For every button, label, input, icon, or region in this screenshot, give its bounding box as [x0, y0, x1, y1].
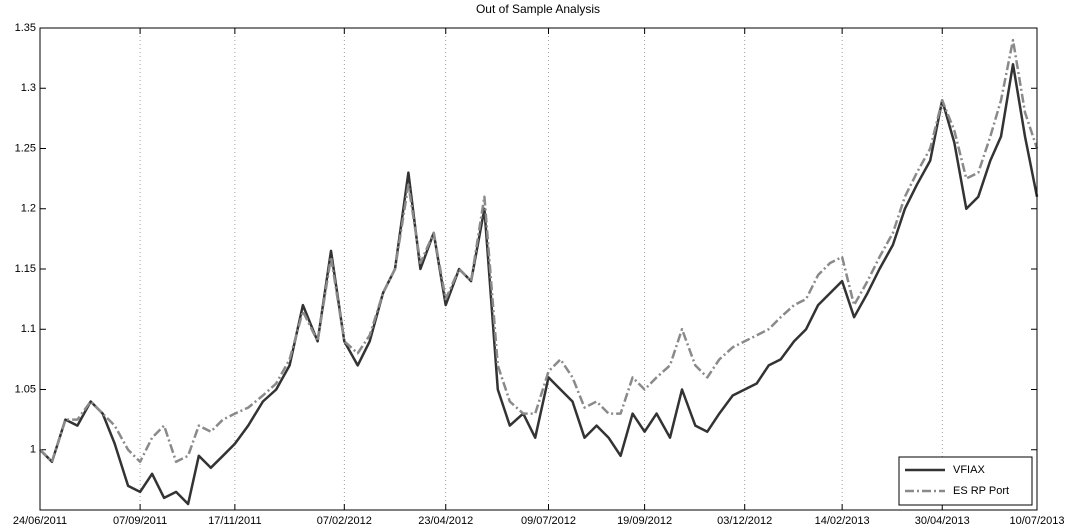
y-tick-label: 1.05 [15, 383, 36, 395]
series-line [39, 38, 1039, 464]
y-tick-label: 1.2 [21, 203, 36, 215]
axes-box [39, 27, 1038, 511]
legend-box [898, 456, 1033, 506]
x-tick-label: 23/04/2012 [418, 515, 473, 527]
x-tick-label: 07/09/2011 [113, 515, 167, 527]
legend-label: ES RP Port [953, 485, 1009, 497]
y-tick-label: 1.15 [15, 263, 36, 275]
y-tick-label: 1.1 [21, 323, 36, 335]
x-tick-label: 10/07/2013 [1009, 515, 1064, 527]
x-tick-label: 03/12/2012 [717, 515, 772, 527]
x-tick-label: 24/06/2011 [13, 515, 67, 527]
y-tick-label: 1.3 [21, 82, 36, 94]
x-tick-label: 09/07/2012 [521, 515, 576, 527]
series-line [39, 62, 1039, 506]
y-tick-label: 1.25 [15, 142, 36, 154]
plot-area [40, 28, 1037, 510]
legend-label: VFIAX [953, 464, 985, 476]
y-tick-label: 1.35 [15, 22, 36, 34]
x-tick-label: 30/04/2013 [915, 515, 970, 527]
chart-title: Out of Sample Analysis [476, 2, 600, 16]
x-tick-label: 19/09/2012 [617, 515, 672, 527]
x-tick-label: 07/02/2012 [317, 515, 372, 527]
y-tick-label: 1 [30, 444, 36, 456]
x-tick-label: 17/11/2011 [208, 515, 261, 527]
x-tick-label: 14/02/2013 [815, 515, 870, 527]
